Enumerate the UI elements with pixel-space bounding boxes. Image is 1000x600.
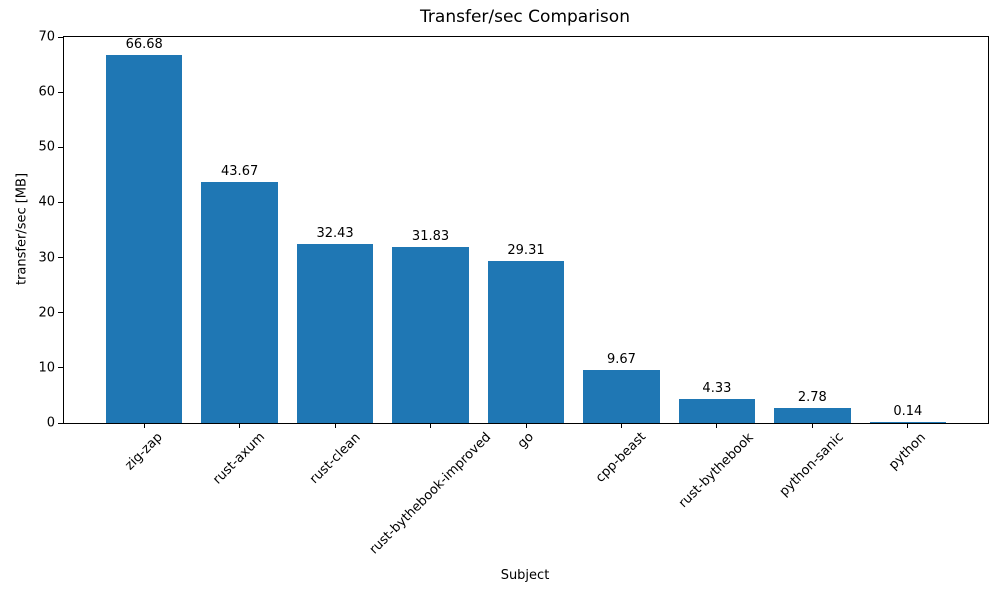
bar [678, 399, 756, 423]
y-tick-mark [58, 201, 63, 203]
y-tick-label: 70 [38, 29, 55, 45]
x-category-label: zig-zap [122, 429, 166, 474]
y-tick-mark [58, 367, 63, 369]
bar-value-label: 43.67 [221, 164, 259, 180]
bar-value-label: 66.68 [125, 37, 163, 53]
x-tick-mark [716, 423, 718, 428]
x-axis-label: Subject [500, 568, 550, 583]
bar-value-label: 31.83 [411, 229, 450, 245]
bar [106, 55, 183, 423]
bar [774, 407, 851, 423]
x-tick-mark [525, 423, 527, 428]
chart-title: Transfer/sec Comparison [420, 7, 630, 27]
bar-value-label: 32.43 [316, 226, 354, 242]
x-tick-mark [907, 423, 909, 428]
bar-value-label: 0.14 [893, 404, 923, 420]
x-tick-mark [239, 423, 241, 428]
x-tick-mark [430, 423, 432, 428]
y-tick-label: 20 [38, 305, 55, 321]
y-tick-label: 60 [38, 84, 55, 100]
bar [487, 261, 565, 423]
x-category-label: python-sanic [777, 429, 848, 500]
x-tick-mark [334, 423, 336, 428]
bar-value-label: 9.67 [606, 351, 636, 367]
x-category-label: rust-clean [306, 429, 364, 487]
y-tick-mark [58, 257, 63, 259]
x-category-label: rust-bythebook [676, 429, 758, 511]
x-category-label: go [514, 429, 537, 452]
bar-value-label: 2.78 [797, 389, 827, 405]
y-tick-mark [58, 36, 63, 38]
x-tick-mark [811, 423, 813, 428]
y-axis-label: transfer/sec [MB] [14, 172, 30, 286]
x-category-label: python [886, 429, 930, 473]
bar [201, 182, 278, 423]
y-tick-mark [58, 146, 63, 148]
y-tick-mark [58, 422, 63, 424]
x-tick-mark [143, 423, 145, 428]
bar [392, 247, 469, 423]
y-tick-label: 0 [46, 415, 55, 431]
bar-value-label: 4.33 [702, 381, 732, 397]
bar [296, 244, 374, 423]
x-category-label: cpp-beast [593, 429, 650, 486]
y-tick-label: 10 [38, 360, 55, 376]
y-tick-mark [58, 312, 63, 314]
plot-area: zig-zap rust-axum rust-clean rust-bythebook… [38, 31, 989, 557]
bar [583, 369, 660, 423]
y-tick-label: 40 [38, 194, 55, 210]
y-tick-mark [58, 91, 63, 93]
y-tick-label: 30 [38, 250, 55, 266]
x-tick-mark [620, 423, 622, 428]
y-tick-label: 50 [38, 139, 55, 155]
bar-value-label: 29.31 [507, 243, 545, 259]
x-category-label: rust-bythebook-improved [366, 429, 495, 558]
x-category-label: rust-axum [210, 430, 269, 488]
bar [869, 422, 946, 423]
